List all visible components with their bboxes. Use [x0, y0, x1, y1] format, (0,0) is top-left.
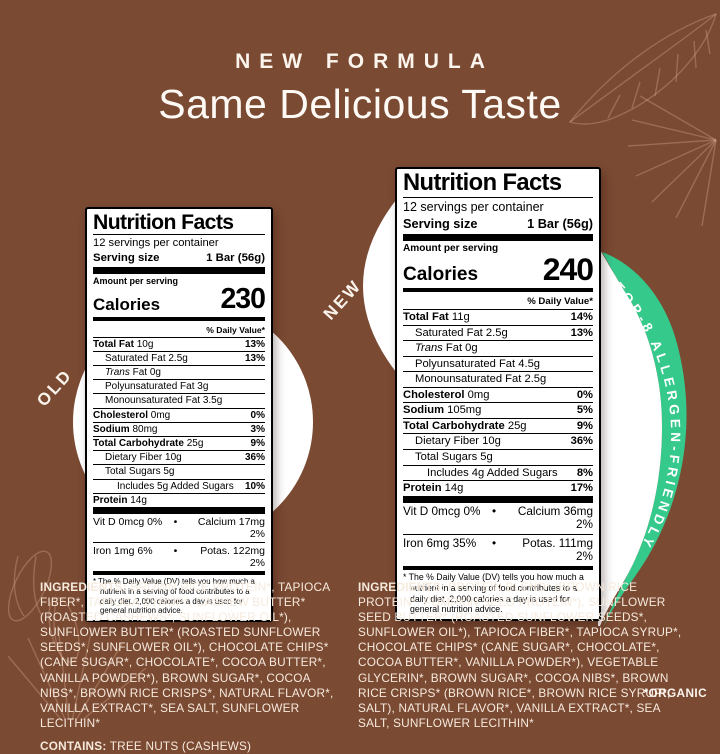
micronutrient-rows: Vit D 0mcg 0% • Calcium 36mg 2% Iron 6mg 35… — [403, 495, 593, 566]
serving-size-value: 1 Bar (56g) — [527, 215, 593, 231]
calories-value: 240 — [542, 250, 594, 287]
calories-label: Calories — [93, 294, 161, 314]
nutrient-row: Protein 14g — [93, 492, 265, 507]
nutrient-row: Total Sugars 5g — [93, 464, 265, 478]
nutrient-row: Total Fat 10g 13% — [93, 336, 265, 350]
servings-per-container: 12 servings per container — [93, 237, 219, 250]
amount-per-serving-label: Amount per serving — [403, 242, 499, 254]
nutrient-row: Polyunsaturated Fat 4.5g — [403, 355, 593, 372]
calories-row: Calories 240 — [403, 250, 594, 287]
fern-frond-icon — [7, 625, 147, 720]
new-label-backdrop-band — [598, 250, 662, 626]
ingredients-old: INGREDIENTS: BROWN RICE PROTEIN*, TAPIOC… — [40, 580, 347, 754]
calories-value: 230 — [220, 282, 266, 315]
nutrient-row: Cholesterol 0mg 0% — [93, 407, 265, 421]
nutrition-facts-label-new: Nutrition Facts 12 servings per containe… — [395, 167, 601, 622]
serving-size-row: Serving size 1 Bar (56g) — [403, 215, 593, 234]
contains-body: TREE NUTS (CASHEWS) — [106, 738, 252, 753]
page-title: Same Delicious Taste — [158, 81, 562, 127]
nutrient-rows: Total Fat 10g 13% Saturated Fat 2.5g 13% Tra… — [93, 336, 265, 507]
nutrient-row: Protein 14g 17% — [403, 480, 593, 495]
daily-value-header: % Daily Value* — [527, 296, 593, 308]
ingredients-lead: INGREDIENTS: — [358, 580, 445, 594]
nutrient-row: Dietary Fiber 10g 36% — [403, 433, 593, 449]
nutrient-row: Total Carbohydrate 25g 9% — [93, 436, 265, 450]
ingredients-new: INGREDIENTS: PROTEIN BLEND* (BROWN RICE … — [358, 580, 690, 731]
nutrient-row: Includes 4g Added Sugars 8% — [403, 464, 593, 481]
nutrient-row: Saturated Fat 2.5g 13% — [403, 324, 593, 341]
nutrient-row: Monounsaturated Fat 2.5g — [403, 371, 593, 387]
banana-leaf-icon — [568, 12, 718, 125]
nutrient-row: Cholesterol 0mg 0% — [403, 386, 593, 401]
micronutrient-row: Vit D 0mcg 0% • Calcium 17mg 2% — [93, 515, 265, 541]
daily-value-footnote: * The % Daily Value (DV) tells you how m… — [403, 565, 593, 616]
ingredients-body: BROWN RICE PROTEIN*, TAPIOCA FIBER*, TAP… — [40, 580, 334, 730]
nutrition-facts-title: Nutrition Facts — [403, 171, 593, 198]
ingredients-paragraph: INGREDIENTS: PROTEIN BLEND* (BROWN RICE … — [358, 580, 690, 731]
contains-paragraph: CONTAINS: TREE NUTS (CASHEWS) — [40, 739, 347, 754]
servings-per-container: 12 servings per container — [403, 199, 544, 214]
divider-bar — [93, 316, 265, 321]
amount-per-serving-label: Amount per serving — [93, 275, 179, 286]
nutrient-row: Trans Fat 0g — [403, 340, 593, 356]
nutrient-row: Total Sugars 5g — [403, 449, 593, 465]
micronutrient-row: Iron 1mg 6% • Potas. 122mg 2% — [93, 542, 265, 571]
daily-value-footnote: * The % Daily Value (DV) tells you how m… — [93, 571, 265, 616]
eyebrow-heading: NEW FORMULA — [235, 50, 494, 73]
nutrient-row: Trans Fat 0g — [93, 365, 265, 379]
nutrient-row: Total Fat 11g 14% — [403, 309, 593, 324]
calories-row: Calories 230 — [93, 282, 266, 315]
nutrient-row: Monounsaturated Fat 3.5g — [93, 393, 265, 407]
micronutrient-row: Vit D 0mcg 0% • Calcium 36mg 2% — [403, 504, 593, 532]
new-label-backdrop-wedge — [363, 200, 396, 372]
organic-footnote: *ORGANIC — [643, 686, 707, 700]
divider-bar — [403, 288, 593, 293]
ingredients-lead: INGREDIENTS: — [40, 580, 127, 594]
nutrient-row: Includes 5g Added Sugars 10% — [93, 478, 265, 493]
divider-bar — [403, 233, 593, 241]
micronutrient-rows: Vit D 0mcg 0% • Calcium 17mg 2% Iron 1mg 6%… — [93, 506, 265, 571]
fan-palm-icon — [627, 95, 717, 227]
nutrient-row: Dietary Fiber 10g 36% — [93, 450, 265, 464]
serving-size-value: 1 Bar (56g) — [206, 251, 265, 264]
nutrition-facts-title: Nutrition Facts — [93, 212, 265, 236]
contains-lead: CONTAINS: — [40, 738, 107, 753]
ingredients-paragraph: INGREDIENTS: BROWN RICE PROTEIN*, TAPIOC… — [40, 580, 347, 731]
nutrient-row: Total Carbohydrate 25g 9% — [403, 417, 593, 432]
cacao-pod-icon — [7, 550, 80, 663]
calories-label: Calories — [403, 264, 479, 286]
nutrient-row: Polyunsaturated Fat 3g — [93, 379, 265, 393]
divider-bar — [93, 266, 265, 274]
nutrient-row: Saturated Fat 2.5g 13% — [93, 350, 265, 365]
nutrient-row: Sodium 80mg 3% — [93, 421, 265, 435]
daily-value-header: % Daily Value* — [206, 324, 265, 335]
allergen-ribbon-green-crescent — [602, 252, 687, 628]
serving-size-label: Serving size — [93, 251, 160, 264]
micronutrient-row: Iron 6mg 35% • Potas. 111mg 2% — [403, 533, 593, 566]
ingredients-body: PROTEIN BLEND* (BROWN RICE PROTEIN*, PUM… — [358, 580, 682, 730]
nutrient-rows: Total Fat 11g 14% Saturated Fat 2.5g 13% Tra… — [403, 309, 593, 496]
nutrient-row: Sodium 105mg 5% — [403, 402, 593, 417]
serving-size-label: Serving size — [403, 215, 478, 231]
nutrition-facts-label-old: Nutrition Facts 12 servings per containe… — [85, 207, 273, 623]
serving-size-row: Serving size 1 Bar (56g) — [93, 251, 265, 267]
